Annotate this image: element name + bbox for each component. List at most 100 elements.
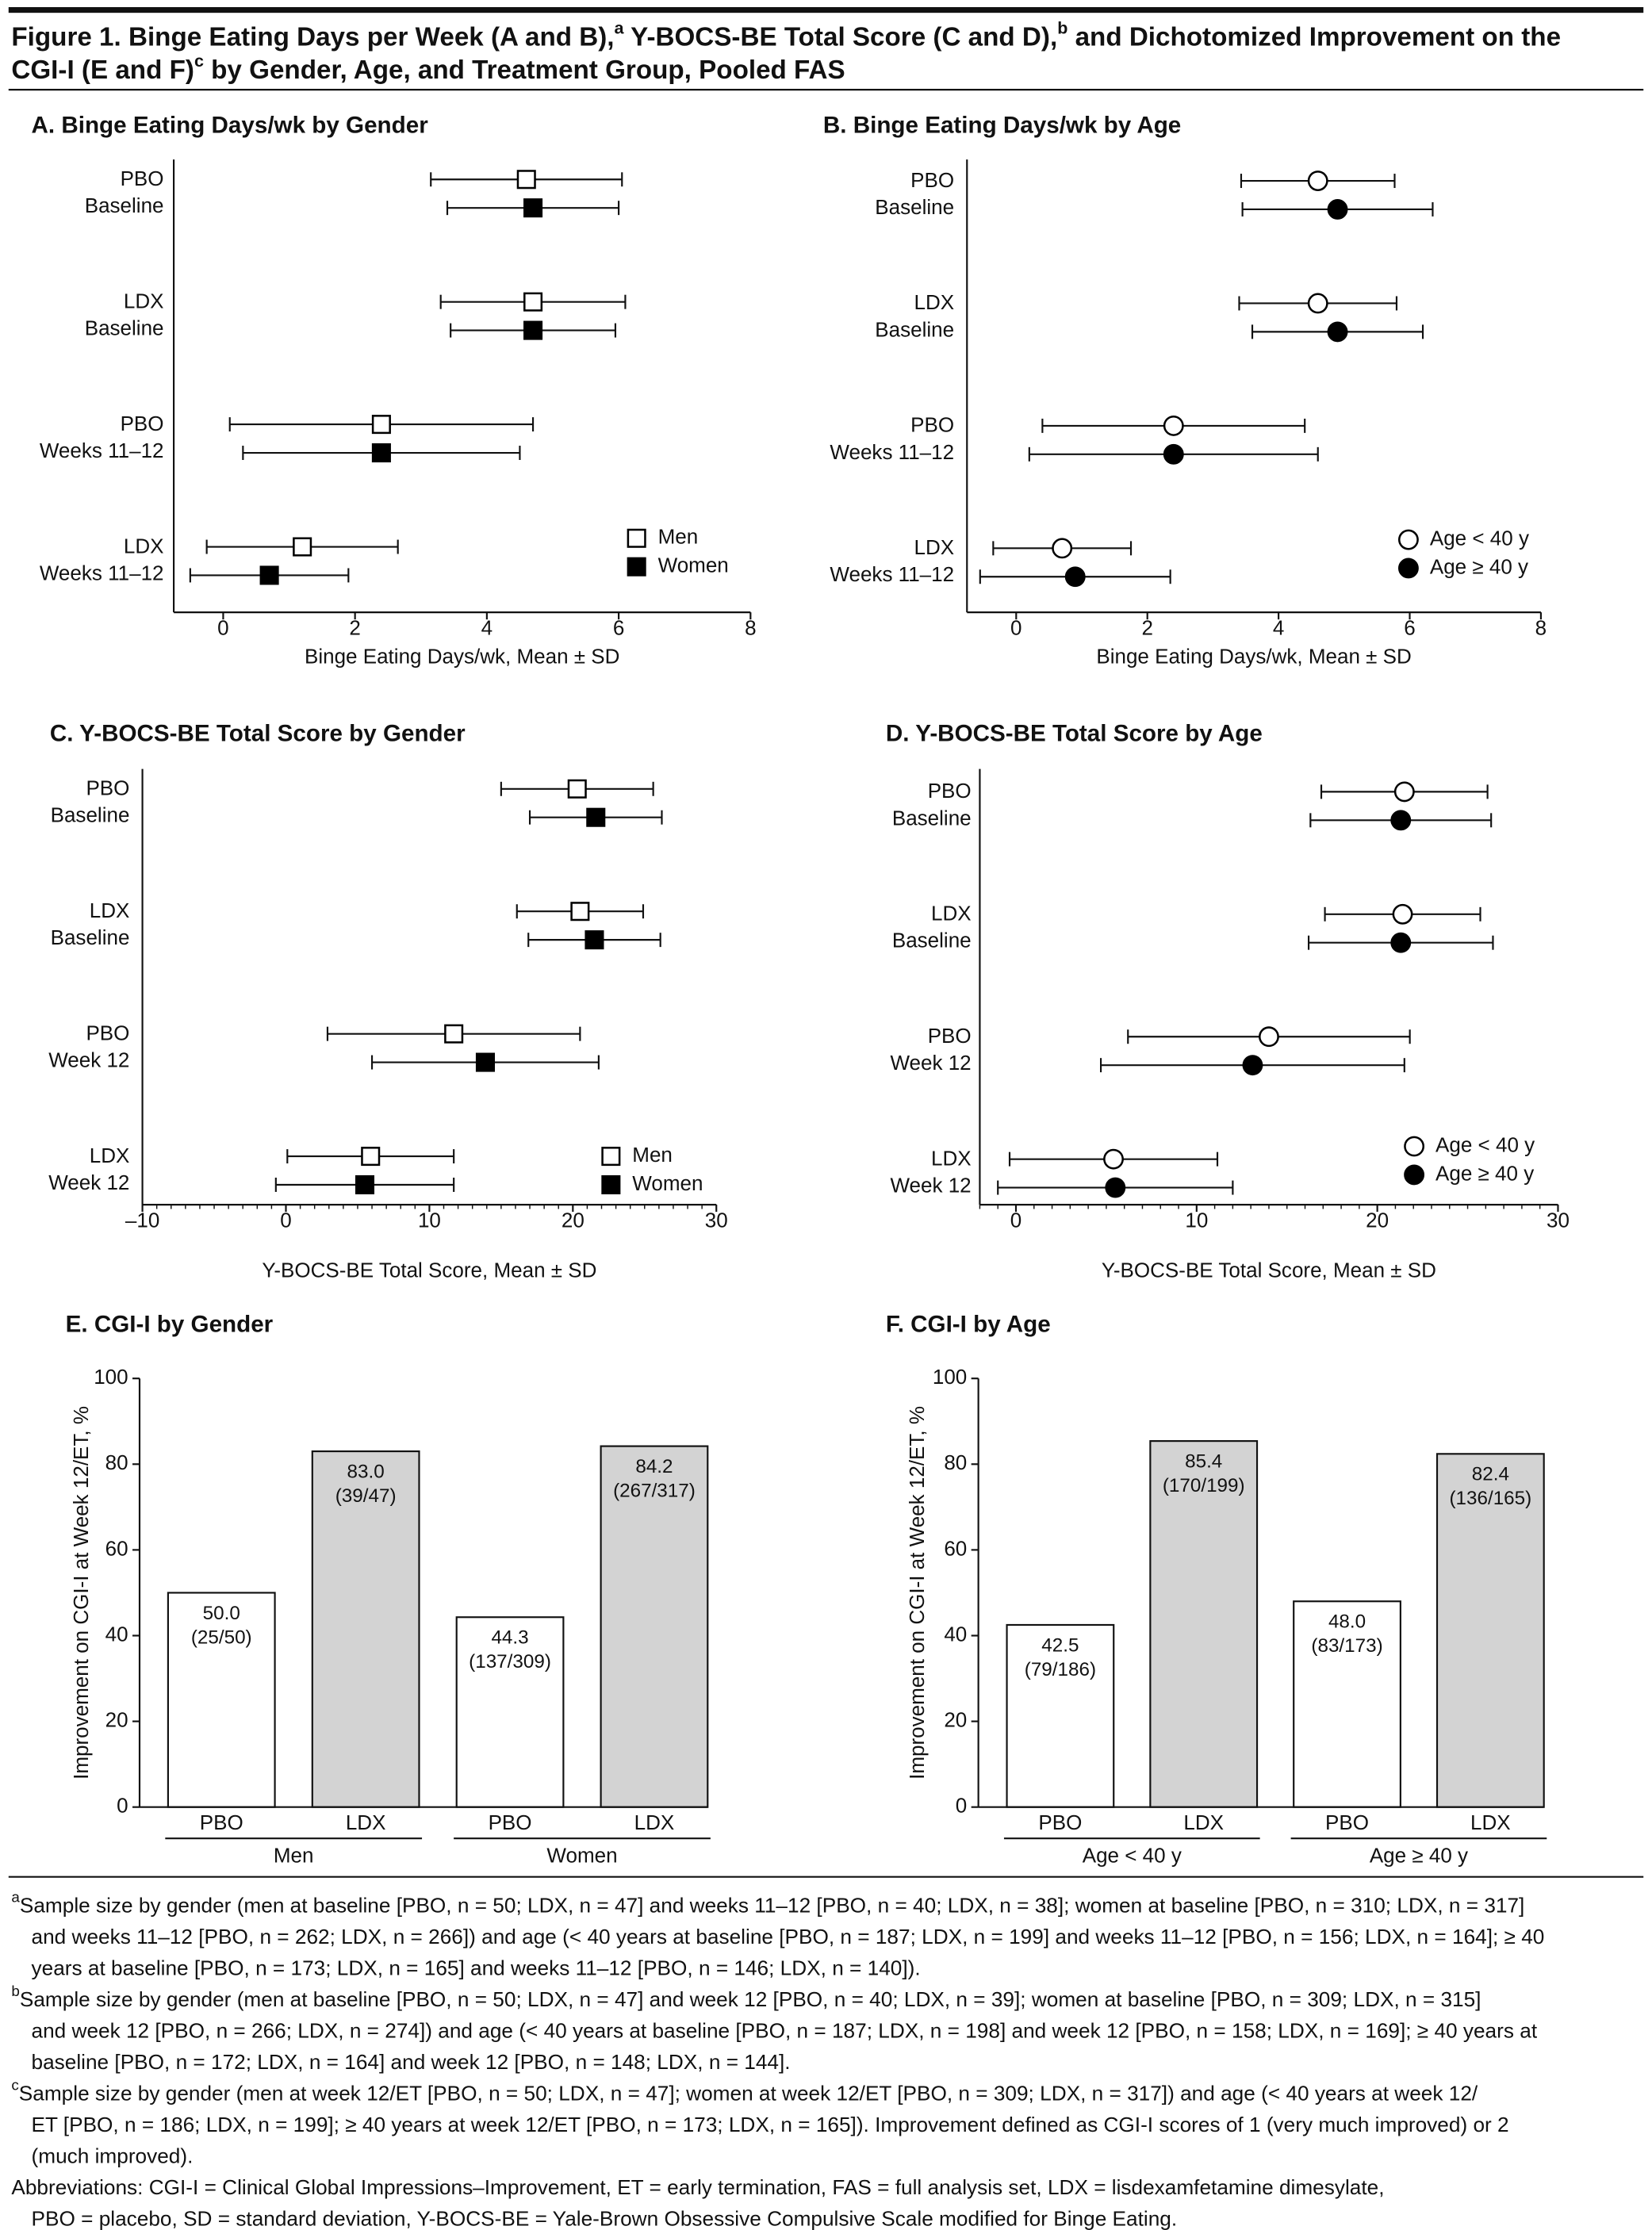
- marker: [371, 415, 391, 435]
- category-label: Baseline: [892, 929, 972, 952]
- value-label: 42.5: [1041, 1634, 1079, 1656]
- x-tick-label: 10: [418, 1209, 441, 1232]
- superscript: c: [194, 51, 204, 70]
- y-axis-label: Improvement on CGI-I at Week 12/ET, %: [905, 1406, 929, 1780]
- marker: [259, 565, 279, 585]
- marker: [586, 807, 606, 827]
- marker: [523, 198, 543, 218]
- x-axis-label: Y-BOCS-BE Total Score, Mean ± SD: [1102, 1258, 1436, 1282]
- x-tick-label: PBO: [1325, 1810, 1369, 1834]
- footnote-text: and weeks 11–12 [PBO, n = 262; LDX, n = …: [32, 1925, 1545, 1948]
- marker: [293, 537, 312, 557]
- x-tick-label: 30: [705, 1209, 728, 1232]
- x-tick-label: 4: [481, 616, 493, 640]
- category-label: LDX: [90, 899, 130, 922]
- category-label: PBO: [928, 779, 972, 803]
- footnote-line: years at baseline [PBO, n = 173; LDX, n …: [32, 1956, 921, 1979]
- x-axis-label: Y-BOCS-BE Total Score, Mean ± SD: [262, 1258, 596, 1282]
- category-label: Baseline: [892, 806, 972, 830]
- value-label: 82.4: [1472, 1464, 1509, 1485]
- figure-title: Figure 1. Binge Eating Days per Week (A …: [11, 18, 1561, 52]
- marker: [1242, 1055, 1263, 1076]
- category-label: PBO: [910, 168, 954, 192]
- group-label: Age ≥ 40 y: [1370, 1843, 1468, 1867]
- bar: [1149, 1440, 1259, 1808]
- marker: [1390, 932, 1412, 953]
- title-text: Y-BOCS-BE Total Score (C and D),: [624, 22, 1058, 52]
- marker: [361, 1147, 381, 1167]
- x-tick-label: 0: [217, 616, 228, 640]
- x-tick-label: LDX: [634, 1810, 675, 1834]
- marker: [516, 170, 536, 190]
- footnote-text: years at baseline [PBO, n = 173; LDX, n …: [32, 1956, 921, 1979]
- figure-title: CGI-I (E and F)c by Gender, Age, and Tre…: [11, 51, 845, 84]
- footnote-text: ET [PBO, n = 186; LDX, n = 199]; ≥ 40 ye…: [32, 2113, 1509, 2136]
- group-label: Men: [274, 1843, 314, 1867]
- marker: [570, 902, 590, 922]
- marker: [523, 292, 543, 312]
- marker: [1105, 1177, 1126, 1198]
- y-axis-label: Improvement on CGI-I at Week 12/ET, %: [69, 1406, 93, 1780]
- title-text: by Gender, Age, and Treatment Group, Poo…: [204, 56, 845, 85]
- value-label: 50.0: [203, 1603, 240, 1624]
- category-label: LDX: [914, 290, 954, 314]
- legend-marker: [1397, 558, 1419, 579]
- footnote-mark: b: [11, 1983, 19, 1999]
- footnote-line: bSample size by gender (men at baseline …: [11, 1983, 1481, 2010]
- category-label: Week 12: [890, 1174, 971, 1197]
- category-label: PBO: [86, 1021, 129, 1044]
- footnote-text: (much improved).: [32, 2144, 194, 2167]
- marker: [1052, 538, 1073, 559]
- y-tick-label: 60: [105, 1536, 128, 1560]
- panel-title: D. Y-BOCS-BE Total Score by Age: [886, 720, 1263, 746]
- x-tick-label: 20: [1366, 1209, 1389, 1232]
- footnote-mark: a: [11, 1889, 20, 1906]
- category-label: LDX: [90, 1144, 130, 1167]
- y-tick-label: 20: [944, 1707, 967, 1731]
- legend-label: Age ≥ 40 y: [1430, 554, 1528, 578]
- marker: [1327, 321, 1348, 343]
- marker: [371, 443, 391, 463]
- category-label: Weeks 11–12: [40, 439, 164, 462]
- legend-marker: [1404, 1136, 1425, 1157]
- marker: [355, 1174, 375, 1195]
- value-label: 85.4: [1185, 1450, 1222, 1472]
- y-tick-label: 80: [944, 1450, 967, 1474]
- x-tick-label: 20: [562, 1209, 585, 1232]
- legend-label: Men: [658, 525, 699, 549]
- footnote-line: PBO = placebo, SD = standard deviation, …: [32, 2206, 1178, 2230]
- category-label: PBO: [910, 413, 954, 437]
- footnote-text: Sample size by gender (men at baseline […: [20, 1893, 1524, 1917]
- bar: [1435, 1453, 1545, 1808]
- legend-label: Age < 40 y: [1430, 526, 1529, 550]
- count-label: (170/199): [1163, 1475, 1245, 1496]
- category-label: LDX: [914, 535, 954, 559]
- value-label: 83.0: [347, 1461, 385, 1482]
- count-label: (137/309): [469, 1651, 551, 1672]
- panel-title: F. CGI-I by Age: [886, 1312, 1051, 1338]
- marker: [1393, 781, 1415, 803]
- x-tick-label: 0: [1010, 616, 1021, 640]
- value-label: 48.0: [1328, 1611, 1366, 1633]
- y-tick-label: 0: [117, 1794, 128, 1818]
- category-label: Week 12: [48, 1048, 129, 1072]
- superscript: b: [1057, 18, 1067, 37]
- legend-marker: [627, 557, 646, 577]
- bar: [167, 1592, 276, 1808]
- bar: [311, 1450, 420, 1808]
- count-label: (25/50): [191, 1627, 252, 1648]
- x-tick-label: 8: [745, 616, 756, 640]
- x-tick-label: 30: [1547, 1209, 1570, 1232]
- top-rule: [8, 6, 1644, 13]
- category-label: Weeks 11–12: [830, 440, 954, 464]
- legend-marker: [601, 1147, 621, 1167]
- value-label: 44.3: [491, 1627, 528, 1649]
- marker: [1259, 1026, 1279, 1048]
- count-label: (267/317): [613, 1480, 696, 1501]
- category-label: PBO: [86, 776, 129, 800]
- x-tick-label: 10: [1185, 1209, 1208, 1232]
- footnote-text: Sample size by gender (men at baseline […: [20, 1987, 1481, 2011]
- title-text: Figure 1. Binge Eating Days per Week (A …: [11, 22, 614, 52]
- x-tick-label: PBO: [489, 1810, 532, 1834]
